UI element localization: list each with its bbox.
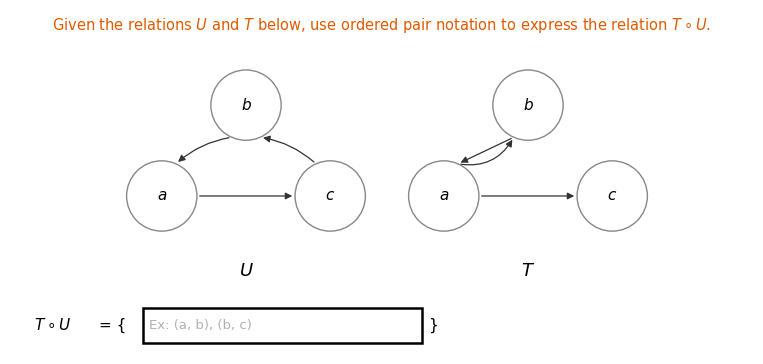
Text: $c$: $c$ [325, 189, 335, 203]
FancyBboxPatch shape [143, 308, 422, 343]
FancyArrowPatch shape [264, 136, 314, 162]
Ellipse shape [577, 161, 647, 231]
FancyArrowPatch shape [179, 138, 229, 161]
Text: $T$: $T$ [521, 262, 535, 280]
Ellipse shape [211, 70, 281, 140]
Text: $b$: $b$ [523, 97, 533, 113]
Text: }: } [427, 318, 437, 333]
FancyArrowPatch shape [481, 193, 573, 199]
Text: $T \circ U$: $T \circ U$ [34, 317, 71, 333]
Text: Given the relations $U$ and $T$ below, use ordered pair notation to express the : Given the relations $U$ and $T$ below, u… [52, 16, 711, 35]
FancyArrowPatch shape [200, 193, 291, 199]
Text: Ex: (a, b), (b, c): Ex: (a, b), (b, c) [150, 319, 253, 332]
Ellipse shape [295, 161, 365, 231]
Text: $c$: $c$ [607, 189, 617, 203]
Text: $b$: $b$ [240, 97, 252, 113]
Ellipse shape [127, 161, 197, 231]
Text: $U$: $U$ [239, 262, 253, 280]
FancyArrowPatch shape [462, 138, 511, 162]
FancyArrowPatch shape [461, 141, 512, 165]
Text: = {: = { [99, 318, 127, 333]
Ellipse shape [493, 70, 563, 140]
Text: $a$: $a$ [439, 189, 449, 203]
Text: $a$: $a$ [156, 189, 167, 203]
Ellipse shape [409, 161, 479, 231]
